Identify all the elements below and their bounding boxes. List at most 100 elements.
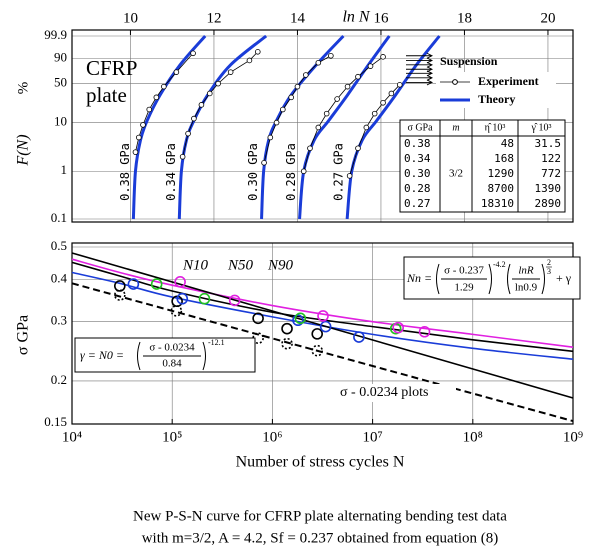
data-point [252,312,264,325]
data-point [353,331,365,343]
legend-box [436,72,556,108]
experiment-point [146,106,153,113]
data-point [392,321,404,334]
data-point [317,310,329,322]
formula-text: Nn = [406,271,432,285]
legend-label: Theory [478,92,515,106]
data-point [228,294,241,307]
experiment-point [132,149,139,155]
formula-text: 2 [547,258,551,267]
caption-line: New P-S-N curve for CFRP plate alternati… [133,508,507,524]
formula-text: 3 [547,267,551,276]
experiment-point [273,119,280,126]
table-cell: 1390 [535,182,562,195]
x-tick-label: 16 [373,10,389,26]
series-label: 0.38 GPa [118,143,132,201]
data-point [114,289,126,301]
sn-curve [71,261,574,353]
x-tick-label: 20 [540,10,555,26]
parenthesis [436,263,440,295]
formula-text: + γ [556,271,572,285]
parenthesis [488,263,492,295]
formula-text: 0.84 [162,358,182,370]
suspension-arrow [406,70,434,77]
caption-line: with m=3/2, A = 4.2, Sf = 0.237 obtained… [142,530,499,546]
x-tick-label: 10⁹ [563,429,583,445]
y-axis-label: F(N) [15,134,32,166]
data-point [311,344,324,357]
experiment-point [185,130,191,137]
table-cell: 122 [541,152,561,165]
series-label: N50 [227,257,254,273]
table-cell: 31.5 [535,137,562,150]
formula-text: -12.1 [208,338,225,347]
experiment-point [198,102,205,108]
table-cell: 18310 [481,197,514,210]
experiment-point [261,159,267,166]
formula-text: σ - 0.237 [444,265,484,277]
y-tick-label: 10 [54,114,67,129]
y-tick-label: 50 [54,75,67,90]
experiment-point [179,153,186,160]
experiment-point [227,69,234,75]
parenthesis [137,341,141,371]
data-point [252,332,264,344]
table-cell: 0.38 [404,137,431,150]
data-point [150,278,163,290]
table-header: m [452,122,459,133]
y-tick-label: 1 [61,162,68,177]
series-label: σ - 0.0234 plots [340,385,428,400]
series-label: 0.30 GPa [246,143,260,201]
formula-text: lnR [518,265,534,277]
x-tick-label: 10⁴ [62,429,82,445]
y-tick-label: 0.4 [51,271,68,286]
experiment-point [161,83,167,90]
legend-label: Experiment [478,74,539,88]
x-tick-label: 14 [290,10,306,26]
plot-frame [71,29,574,223]
y-axis-label: σ GPa [15,315,32,355]
table-cell: 1290 [488,167,515,180]
data-point [294,312,307,325]
series-label: N90 [267,257,294,273]
data-point [281,337,293,350]
experiment-point [307,145,313,152]
experiment-point [328,52,334,59]
legend-marker [452,79,458,85]
data-point [174,276,186,288]
x-tick-label: 12 [206,10,221,26]
experiment-point [288,94,294,101]
series-label: 0.34 GPa [164,143,178,201]
experiment-point [254,49,261,55]
experiment-point [363,124,370,131]
x-tick-label: 10⁷ [362,429,382,445]
sn-curve [71,258,574,348]
data-point [114,280,126,292]
experiment-point [136,134,142,141]
data-point [198,292,211,305]
experiment-point [315,124,322,131]
annotation: plate [86,83,127,107]
annotation: CFRP [86,56,137,80]
table-cell: 0.30 [404,167,431,180]
series-label: 0.28 GPa [284,143,298,201]
y-axis-unit: % [15,82,31,95]
table-cell: 0.34 [404,152,431,165]
experiment-point [215,80,221,87]
x-axis-label: ln N [342,9,370,26]
y-tick-label: 0.1 [51,210,67,225]
x-tick-label: 10⁸ [463,429,483,445]
x-tick-label: 10⁶ [262,429,282,445]
experiment-point [323,110,330,117]
experiment-point [173,69,180,75]
x-tick-label: 10⁵ [162,429,182,445]
x-axis-label: Number of stress cycles N [236,454,405,471]
sn-curve [71,252,574,399]
experiment-point [355,145,361,152]
experiment-point [380,54,386,60]
experiment-point [153,94,160,101]
experiment-point [267,134,274,141]
table-cell: 2890 [535,197,562,210]
experiment-point [388,90,395,97]
suspension-arrow [406,57,434,64]
